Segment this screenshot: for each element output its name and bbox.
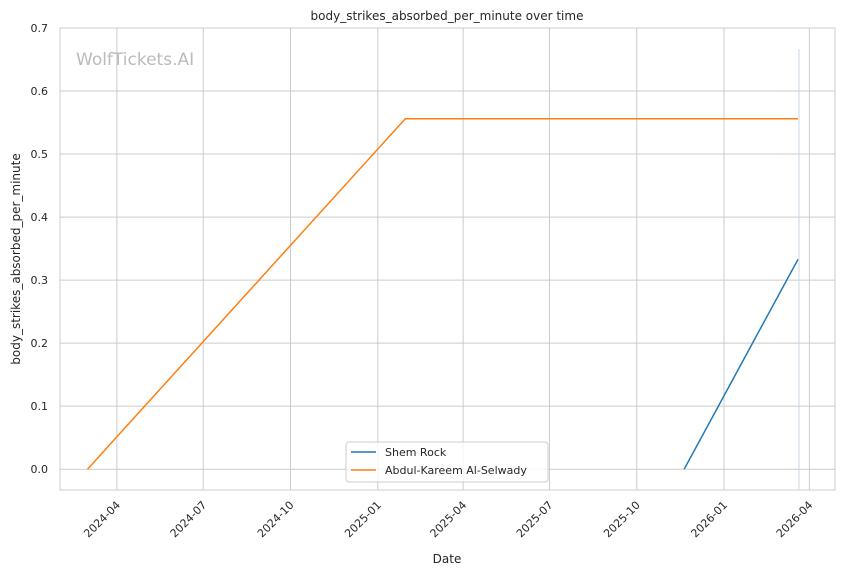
x-tick-label: 2025-07 — [514, 499, 556, 541]
y-axis-label: body_strikes_absorbed_per_minute — [9, 153, 23, 364]
x-tick-label: 2025-01 — [342, 499, 384, 541]
y-tick-label: 0.5 — [31, 148, 49, 161]
series-line-1 — [86, 118, 799, 470]
y-tick-label: 0.2 — [31, 337, 49, 350]
legend-label-abdul-kareem: Abdul-Kareem Al-Selwady — [385, 464, 527, 477]
y-tick-label: 0.4 — [31, 211, 49, 224]
series-line-0 — [683, 258, 799, 470]
x-tick-label: 2024-07 — [168, 499, 210, 541]
x-tick-label: 2026-04 — [774, 499, 816, 541]
watermark: WolfTickets.AI — [76, 50, 194, 70]
y-tick-label: 0.6 — [31, 85, 49, 98]
y-tick-label: 0.3 — [31, 274, 49, 287]
x-tick-label: 2025-10 — [601, 499, 643, 541]
plot-frame — [59, 27, 836, 491]
chart-title: body_strikes_absorbed_per_minute over ti… — [311, 9, 584, 23]
x-axis-label: Date — [433, 552, 462, 566]
series-lines — [86, 118, 799, 470]
y-tick-label: 0.7 — [31, 22, 49, 35]
y-tick-label: 0.1 — [31, 400, 49, 413]
grid — [60, 27, 835, 490]
x-tick-label: 2024-10 — [255, 499, 297, 541]
y-tick-label: 0.0 — [31, 463, 49, 476]
legend: Shem Rock Abdul-Kareem Al-Selwady — [345, 441, 549, 483]
x-tick-label: 2025-04 — [428, 499, 470, 541]
legend-box — [345, 441, 549, 483]
legend-label-shem-rock: Shem Rock — [385, 446, 447, 459]
x-tick-label: 2026-01 — [688, 499, 730, 541]
x-tick-label: 2024-04 — [81, 499, 123, 541]
